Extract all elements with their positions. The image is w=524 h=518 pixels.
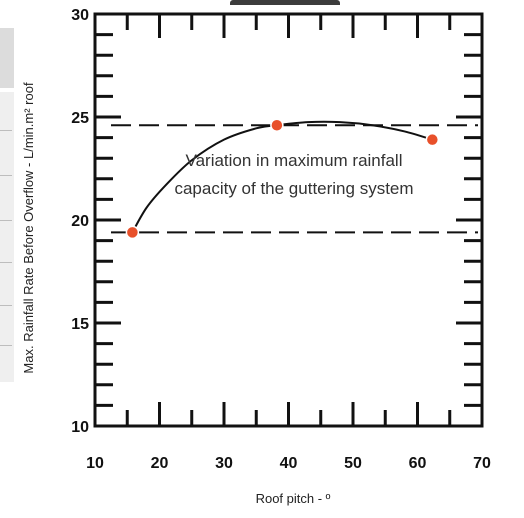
page-edge-divider (0, 262, 12, 263)
y-tick-label: 20 (71, 213, 89, 230)
data-point (270, 118, 284, 132)
x-tick-label: 60 (409, 455, 427, 472)
x-tick-label: 70 (473, 455, 491, 472)
data-point (425, 132, 440, 147)
annotation-line-1: Variation in maximum rainfall (186, 151, 403, 170)
data-points (125, 118, 440, 240)
x-tick-label: 30 (215, 455, 233, 472)
cropped-heading-fragment (230, 0, 340, 5)
trend-curve (131, 120, 433, 233)
y-tick-label: 25 (71, 110, 89, 127)
page-edge-fragment (0, 92, 14, 382)
page-edge-divider (0, 220, 12, 221)
page-edge-divider (0, 175, 12, 176)
x-tick-label: 50 (344, 455, 362, 472)
axis-ticks (95, 14, 482, 426)
y-tick-label: 15 (71, 316, 89, 333)
page-edge-divider (0, 305, 12, 306)
y-tick-label: 10 (71, 419, 89, 436)
page-edge-divider (0, 130, 12, 131)
trend-curve-group (131, 120, 433, 233)
tick-labels: 10 20 30 40 50 60 70 10 15 20 25 30 (71, 7, 491, 472)
x-tick-label: 10 (86, 455, 104, 472)
y-tick-label: 30 (71, 7, 89, 24)
page-edge-fragment (0, 28, 14, 88)
data-point (125, 225, 140, 240)
y-axis-label: Max. Rainfall Rate Before Overflow - L/m… (21, 82, 36, 374)
page-edge-divider (0, 345, 12, 346)
x-tick-label: 20 (151, 455, 169, 472)
plot-frame (93, 12, 484, 428)
plot-border (93, 12, 484, 428)
x-tick-label: 40 (280, 455, 298, 472)
x-axis-label: Roof pitch - º (256, 491, 331, 506)
reference-lines (111, 124, 478, 234)
annotation-line-2: capacity of the guttering system (174, 179, 413, 198)
